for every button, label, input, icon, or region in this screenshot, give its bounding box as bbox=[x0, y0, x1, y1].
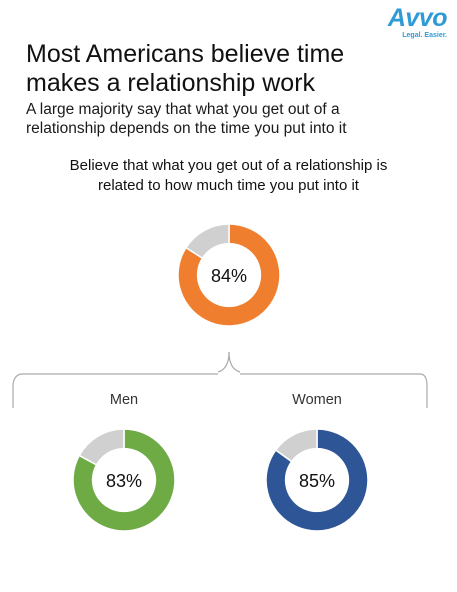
bracket-stem-left bbox=[217, 351, 230, 373]
donut-women: 85% bbox=[265, 428, 369, 532]
group-label-men: Men bbox=[110, 392, 138, 408]
donut-overall: 84% bbox=[177, 223, 281, 327]
subtitle-line-2: relationship depends on the time you put… bbox=[26, 120, 347, 137]
logo-tagline: Legal. Easier. bbox=[402, 32, 447, 39]
donut-overall-remainder-slice bbox=[184, 223, 230, 260]
question-line-2: related to how much time you put into it bbox=[98, 177, 359, 194]
donut-women-value-label: 85% bbox=[299, 471, 335, 491]
group-label-women: Women bbox=[292, 392, 342, 408]
donut-men-value-slice bbox=[72, 428, 176, 532]
title-line-1: Most Americans believe time bbox=[26, 40, 345, 68]
subtitle-line-1: A large majority say that what you get o… bbox=[26, 101, 340, 118]
chart-question: Believe that what you get out of a relat… bbox=[0, 156, 457, 196]
page-subtitle: A large majority say that what you get o… bbox=[26, 100, 416, 138]
donut-women-remainder-slice bbox=[274, 428, 318, 463]
avvo-logo: Avvo Legal. Easier. bbox=[387, 4, 448, 40]
bracket-right-arm bbox=[240, 373, 428, 408]
donut-overall-value-slice bbox=[177, 223, 281, 327]
donut-men-value-label: 83% bbox=[106, 471, 142, 491]
donut-men: 83% bbox=[72, 428, 176, 532]
bracket-stem-right bbox=[228, 351, 241, 373]
logo-wordmark: Avvo bbox=[387, 4, 448, 32]
page-title: Most Americans believe time makes a rela… bbox=[26, 40, 386, 98]
question-line-1: Believe that what you get out of a relat… bbox=[69, 157, 388, 174]
donut-overall-value-label: 84% bbox=[211, 266, 247, 286]
donut-women-value-slice bbox=[265, 428, 369, 532]
bracket-left-arm bbox=[12, 373, 218, 408]
donut-men-remainder-slice bbox=[78, 428, 125, 466]
title-line-2: makes a relationship work bbox=[26, 69, 316, 97]
